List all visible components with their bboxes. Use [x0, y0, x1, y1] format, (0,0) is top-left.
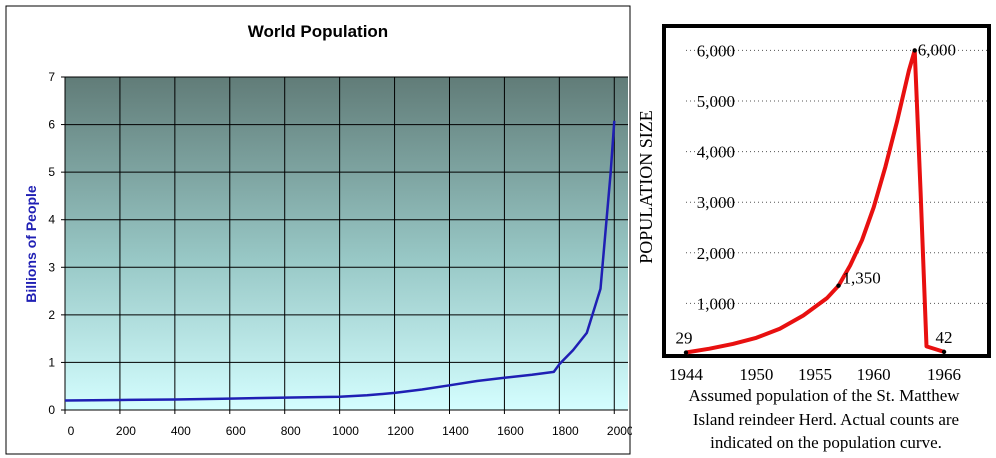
- data-label: 6,000: [918, 40, 956, 59]
- data-label: 1,350: [842, 269, 880, 288]
- y-tick-label: 5: [48, 165, 55, 179]
- caption-line-3: indicated on the population curve.: [710, 433, 942, 452]
- gridlines: [65, 76, 628, 410]
- x-tick-label: 800: [281, 424, 301, 438]
- y-tick-label: 6,000: [697, 41, 735, 60]
- y-tick-labels: 0 1 2 3 4 5 6 7: [48, 70, 65, 417]
- x-tick-label: 2000: [607, 424, 632, 438]
- y-tick-label: 4,000: [697, 143, 735, 162]
- x-tick-label: 1800: [552, 424, 579, 438]
- x-tick-label: 1966: [927, 365, 961, 384]
- caption-line-1: Assumed population of the St. Matthew: [688, 386, 960, 405]
- y-tick-label: 3: [48, 260, 55, 274]
- x-tick-labels: 1944 1950 1955 1960 1966: [669, 365, 961, 384]
- y-tick-label: 1,000: [697, 294, 735, 313]
- x-tick-labels: 0 200 400 600 800 1000 1200 1400 1600 1800 2000: [64, 410, 632, 438]
- y-tick-label: 5,000: [697, 92, 735, 111]
- data-label: 29: [676, 329, 693, 348]
- data-point-marker: [912, 48, 917, 53]
- x-tick-label: 600: [226, 424, 246, 438]
- y-tick-labels: 1,000 2,000 3,000 4,000 5,000 6,000: [697, 41, 735, 313]
- x-tick-label: 1955: [798, 365, 832, 384]
- y-tick-label: 0: [48, 403, 55, 417]
- x-tick-label: 200: [116, 424, 136, 438]
- x-tick-label: 1200: [387, 424, 414, 438]
- x-tick-label: 0: [68, 424, 75, 438]
- data-point-marker: [941, 349, 947, 355]
- x-tick-label: 1950: [739, 365, 773, 384]
- series-line-world-population: [64, 120, 616, 402]
- world-population-chart: 0 1 2 3 4 5 6 7 0 200 400 600 800 1000 1200 1400 1600 18…: [5, 5, 632, 455]
- chart-title: World Population: [248, 22, 388, 41]
- y-tick-label: 6: [48, 118, 55, 132]
- plot-area: [65, 77, 628, 410]
- x-tick-label: 1944: [669, 365, 704, 384]
- y-axis-label: Billions of People: [23, 185, 39, 303]
- data-point-marker: [836, 283, 841, 288]
- data-point-marker: [683, 350, 689, 355]
- series-line-reindeer-population: [685, 48, 945, 355]
- x-tick-label: 1960: [857, 365, 891, 384]
- data-label: 42: [936, 328, 953, 347]
- x-tick-label: 1400: [442, 424, 469, 438]
- y-tick-label: 3,000: [697, 193, 735, 212]
- y-tick-label: 1: [48, 355, 55, 369]
- caption-line-2: Island reindeer Herd. Actual counts are: [693, 410, 959, 429]
- x-tick-label: 400: [171, 424, 191, 438]
- plot-frame: [662, 24, 991, 358]
- y-tick-label: 4: [48, 213, 55, 227]
- x-tick-label: 1000: [332, 424, 359, 438]
- x-tick-label: 1600: [497, 424, 524, 438]
- y-tick-label: 7: [48, 70, 55, 84]
- y-axis-label: POPULATION SIZE: [636, 110, 656, 264]
- point-annotations: 29 1,350 6,000 42: [676, 40, 956, 355]
- y-tick-label: 2: [48, 308, 55, 322]
- y-tick-label: 2,000: [697, 244, 735, 263]
